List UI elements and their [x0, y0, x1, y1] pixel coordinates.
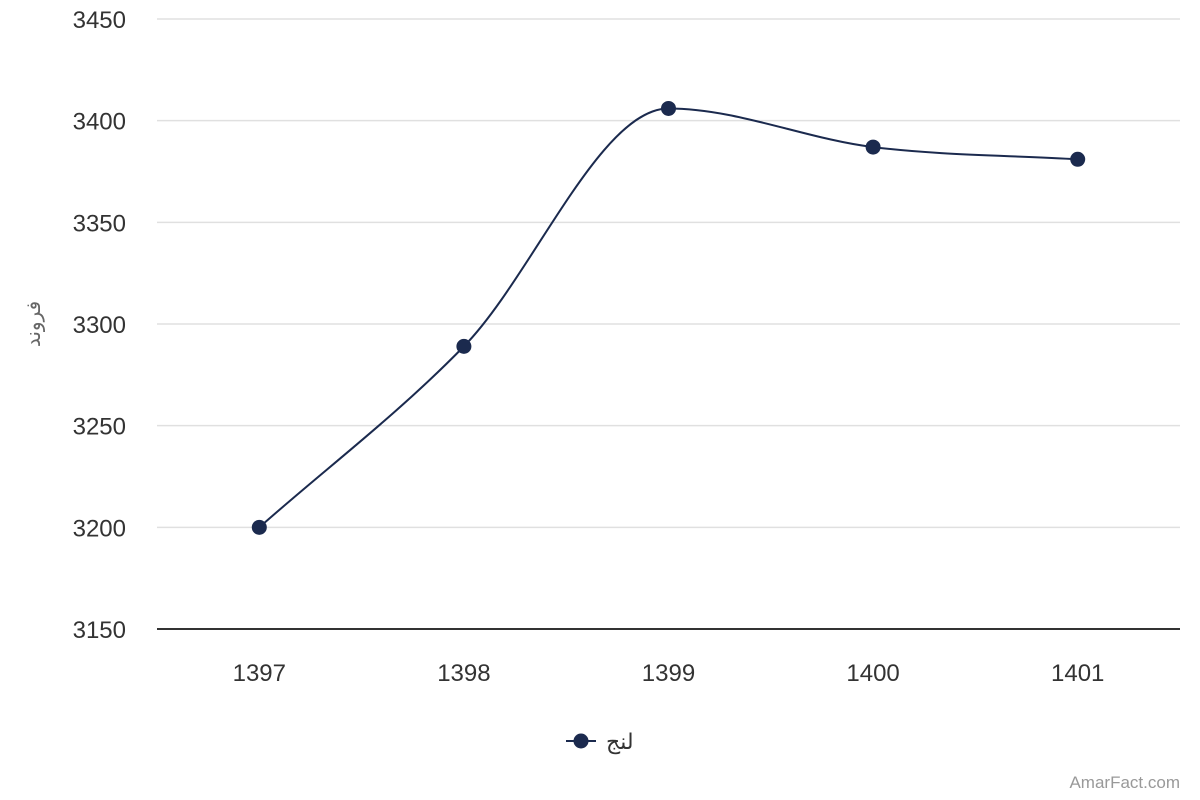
y-axis-ticks: 3150 3200 3250 3300 3350 3400 3450 — [73, 7, 126, 644]
grid-lines — [157, 18, 1180, 529]
x-tick-label: 1397 — [233, 660, 286, 687]
credit-text: AmarFact.com — [1069, 773, 1180, 792]
y-axis-label: فروند — [21, 301, 45, 347]
y-tick-label: 3150 — [73, 617, 126, 644]
data-point[interactable] — [661, 100, 676, 116]
y-tick-label: 3400 — [73, 109, 126, 136]
legend-marker-icon — [573, 733, 589, 749]
y-tick-label: 3200 — [73, 515, 126, 542]
series-group — [251, 100, 1086, 535]
legend[interactable]: لنج — [566, 730, 634, 755]
x-tick-label: 1400 — [846, 660, 899, 687]
x-tick-label: 1401 — [1051, 660, 1104, 687]
y-tick-label: 3250 — [73, 414, 126, 441]
x-tick-label: 1398 — [437, 660, 490, 687]
data-point[interactable] — [1070, 151, 1086, 167]
legend-label: لنج — [606, 730, 634, 755]
data-point[interactable] — [251, 519, 267, 535]
data-point[interactable] — [865, 139, 881, 155]
x-axis-ticks: 1397 1398 1399 1400 1401 — [233, 660, 1105, 687]
y-tick-label: 3450 — [73, 7, 126, 34]
series-line — [258, 107, 1078, 529]
y-tick-label: 3300 — [73, 312, 126, 339]
y-tick-label: 3350 — [73, 210, 126, 237]
x-tick-label: 1399 — [642, 660, 695, 687]
data-point[interactable] — [456, 338, 472, 354]
